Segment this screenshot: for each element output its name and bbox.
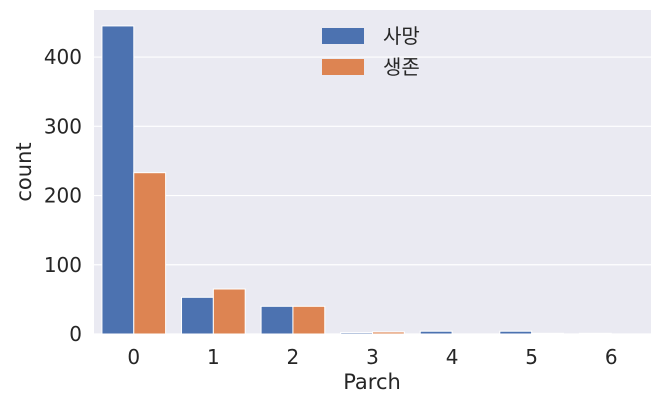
bar-series2-0 <box>133 172 167 335</box>
bar-series2-3 <box>372 331 405 335</box>
y-axis-label: count <box>12 142 36 201</box>
x-tick-label: 3 <box>366 345 379 369</box>
legend-label: 사망 <box>383 24 420 48</box>
bar-series2-1 <box>212 288 246 335</box>
legend-swatch <box>322 59 364 75</box>
x-tick-label: 0 <box>127 345 140 369</box>
bar-series1-1 <box>181 296 214 335</box>
x-axis-label: Parch <box>343 370 401 394</box>
y-tick-label: 200 <box>44 184 82 208</box>
legend-label: 생존 <box>383 55 420 79</box>
bars <box>101 25 612 335</box>
bar-series1-6 <box>578 332 612 335</box>
x-tick-label: 1 <box>207 345 220 369</box>
x-tick-labels: 0 1 2 3 4 5 6 <box>127 345 617 369</box>
x-tick-label: 5 <box>525 345 538 369</box>
bar-series1-5 <box>499 330 533 335</box>
bar-series1-3 <box>340 332 373 335</box>
plot-background <box>94 10 651 334</box>
x-tick-label: 4 <box>446 345 459 369</box>
bar-series1-2 <box>260 305 294 335</box>
y-tick-label: 100 <box>44 253 82 277</box>
y-tick-labels: 0 100 200 300 400 <box>44 45 82 346</box>
bar-series1-0 <box>101 25 135 335</box>
bar-series2-5 <box>531 332 564 335</box>
legend-swatch <box>322 28 364 44</box>
x-tick-label: 6 <box>605 345 618 369</box>
x-tick-label: 2 <box>287 345 300 369</box>
y-tick-label: 0 <box>69 322 82 346</box>
y-tick-label: 300 <box>44 114 82 138</box>
bar-series2-2 <box>292 305 326 335</box>
bar-series1-4 <box>419 330 453 335</box>
y-tick-label: 400 <box>44 45 82 69</box>
